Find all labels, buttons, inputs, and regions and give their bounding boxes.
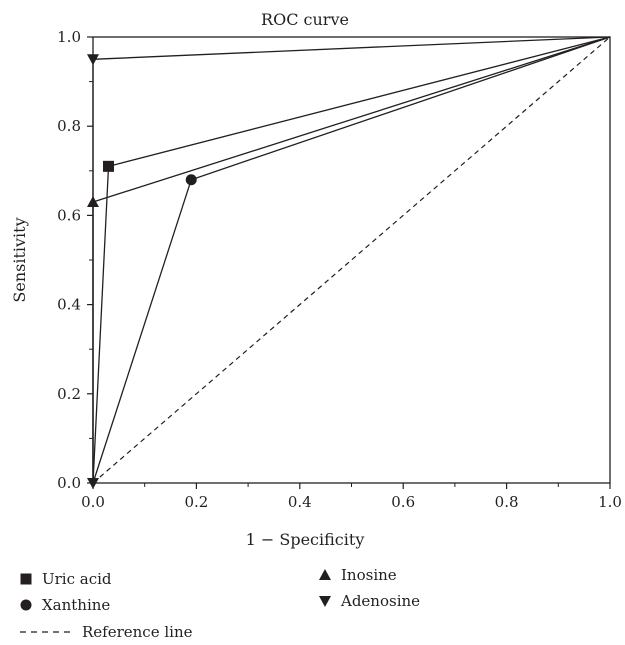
x-tick-label: 1.0: [598, 493, 622, 511]
legend-label-xanthine: Xanthine: [42, 596, 110, 614]
reference-line: [92, 36, 611, 484]
x-tick-label: 0.8: [495, 493, 519, 511]
y-tick-label: 0.4: [57, 296, 81, 314]
legend-marker-inosine: [319, 569, 331, 580]
x-tick-label: 0.0: [81, 493, 105, 511]
legend-label-adenosine: Adenosine: [340, 592, 420, 610]
y-tick-label: 0.8: [57, 117, 81, 135]
legend-marker-xanthine: [20, 599, 32, 611]
x-axis-title: 1 − Specificity: [246, 530, 365, 549]
point-adenosine: [87, 54, 99, 66]
legend-marker-adenosine: [319, 596, 331, 607]
x-tick-label: 0.6: [391, 493, 415, 511]
x-tick-label: 0.4: [288, 493, 312, 511]
y-tick-label: 1.0: [57, 28, 81, 46]
legend-label-reference-line: Reference line: [82, 623, 193, 641]
y-tick-label: 0.0: [57, 474, 81, 492]
y-tick-label: 0.6: [57, 206, 81, 224]
legend-label-uric-acid: Uric acid: [42, 570, 112, 588]
origin-point-adenosine: [87, 478, 99, 489]
legend-marker-uric-acid: [20, 573, 32, 585]
legend-label-inosine: Inosine: [341, 566, 397, 584]
x-tick-label: 0.2: [184, 493, 208, 511]
chart-title: ROC curve: [261, 10, 349, 29]
point-uric-acid: [103, 160, 115, 172]
y-axis-title: Sensitivity: [10, 217, 29, 302]
y-tick-label: 0.2: [57, 385, 81, 403]
point-xanthine: [185, 174, 197, 186]
